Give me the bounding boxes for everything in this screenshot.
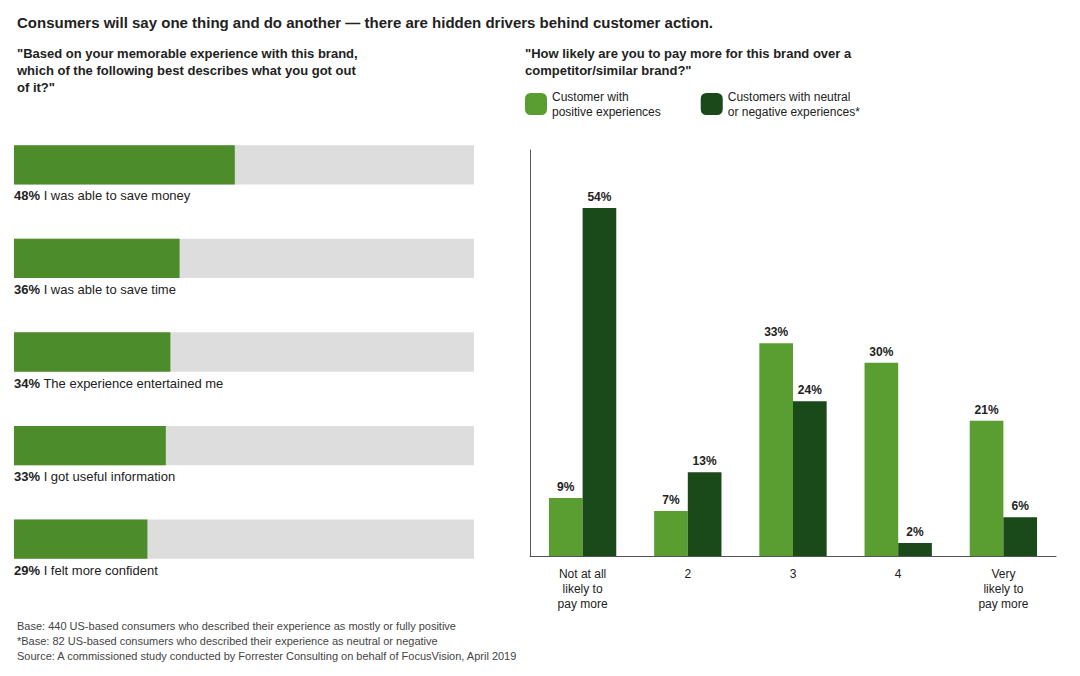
svg-text:24%: 24% [798,383,822,397]
svg-text:54%: 54% [587,190,611,204]
svg-text:which of the following best de: which of the following best describes wh… [16,63,356,78]
svg-text:3: 3 [790,567,797,581]
svg-text:9%: 9% [557,480,575,494]
svg-text:21%: 21% [975,403,999,417]
svg-text:33%: 33% [764,325,788,339]
svg-text:"Based on your memorable exper: "Based on your memorable experience with… [17,46,358,61]
svg-text:Consumers will say one thing a: Consumers will say one thing and do anot… [17,14,713,31]
svg-text:7%: 7% [662,493,680,507]
svg-text:"How likely are you to pay mor: "How likely are you to pay more for this… [525,46,852,61]
svg-text:2: 2 [684,567,691,581]
svg-text:48%: 48% [14,188,40,203]
svg-text:competitor/similar brand?": competitor/similar brand?" [525,63,692,78]
svg-text:Customer with: Customer with [552,90,629,104]
svg-text:positive experiences: positive experiences [552,105,661,119]
svg-text:Customers with neutral: Customers with neutral [728,90,851,104]
svg-text:13%: 13% [693,454,717,468]
svg-text:pay more: pay more [558,597,608,611]
svg-text:29%: 29% [14,563,40,578]
svg-text:I was able to save money: I was able to save money [40,188,191,203]
svg-text:pay more: pay more [978,597,1028,611]
svg-text:or negative experiences*: or negative experiences* [728,105,860,119]
svg-text:30%: 30% [869,345,893,359]
svg-text:Base: 440 US-based consumers w: Base: 440 US-based consumers who describ… [17,620,456,632]
svg-text:*Base: 82 US-based consumers w: *Base: 82 US-based consumers who describ… [17,635,438,647]
svg-text:4: 4 [895,567,902,581]
svg-text:Not at all: Not at all [559,567,606,581]
svg-text:36%: 36% [14,282,40,297]
svg-text:I was able to save time: I was able to save time [40,282,176,297]
svg-text:2%: 2% [906,525,924,539]
svg-text:I got useful information: I got useful information [40,469,175,484]
svg-text:Source: A commissioned study c: Source: A commissioned study conducted b… [17,650,516,662]
svg-text:I felt more confident: I felt more confident [40,563,158,578]
svg-text:The experience entertained me: The experience entertained me [40,376,223,391]
svg-text:likely to: likely to [563,582,603,596]
svg-text:6%: 6% [1012,499,1030,513]
svg-text:likely to: likely to [983,582,1023,596]
svg-text:Very: Very [991,567,1015,581]
svg-text:34%: 34% [14,376,40,391]
svg-text:33%: 33% [14,469,40,484]
svg-text:of it?": of it?" [17,80,55,95]
